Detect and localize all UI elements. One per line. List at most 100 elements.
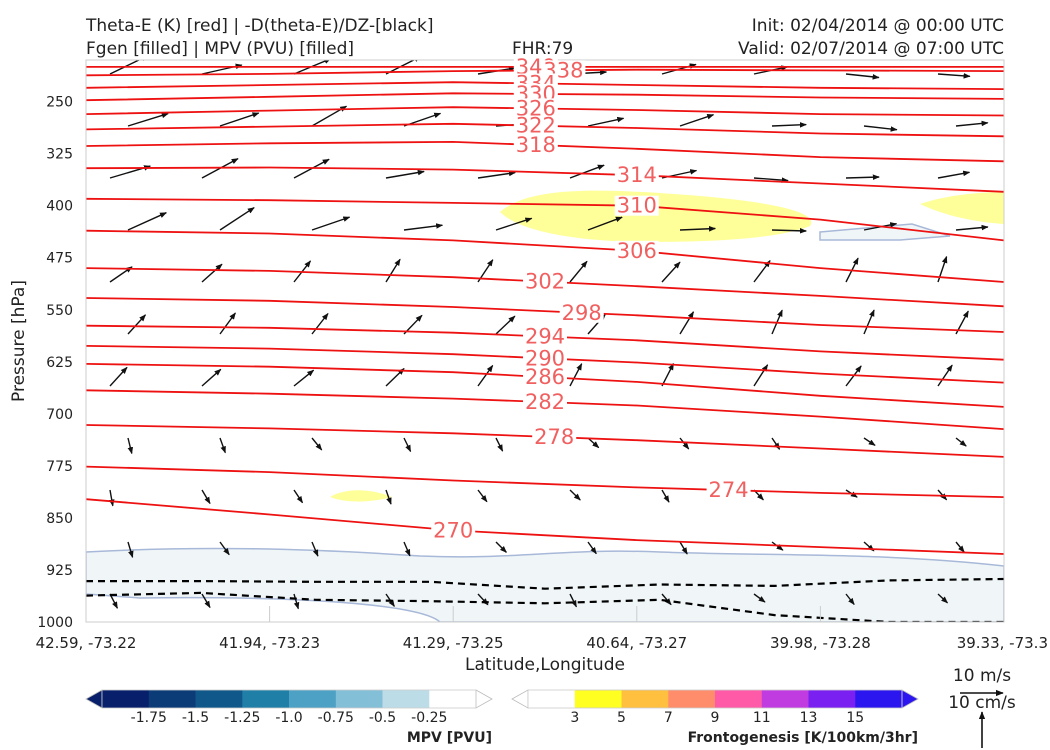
contour-label-background	[532, 427, 577, 448]
wind-vector	[661, 489, 670, 503]
wind-vector	[753, 260, 771, 283]
forecast-hour: FHR:79	[512, 39, 573, 59]
wind-vector	[679, 114, 715, 127]
wind-vector	[587, 116, 625, 127]
wind-vector	[845, 174, 880, 180]
colorbar-swatch	[382, 690, 430, 708]
contour-label: 278	[534, 425, 574, 449]
wind-vector	[219, 207, 255, 231]
wind-vector	[403, 541, 411, 557]
contour-label-background	[431, 520, 476, 541]
wind-vector	[587, 541, 597, 555]
contour-label-background	[614, 240, 659, 261]
wind-vector	[661, 362, 675, 387]
wind-vector	[385, 60, 422, 75]
y-tick-label: 850	[46, 511, 73, 527]
contour-label-background	[513, 115, 558, 136]
wind-vector	[771, 228, 807, 234]
wind-vector	[127, 112, 169, 127]
contour-label-background	[513, 98, 558, 119]
wind-vector	[385, 169, 425, 179]
colorbar-swatch	[855, 690, 903, 708]
wind-vector	[293, 489, 304, 504]
contour-label-background	[559, 302, 604, 323]
colorbar-tick-label: -1.5	[182, 710, 209, 726]
colorbar-tick-label: -1.0	[275, 710, 302, 726]
wind-vector	[311, 216, 351, 231]
wind-vector	[753, 593, 766, 603]
x-tick-label: 42.59, -73.22	[36, 634, 137, 652]
wind-vector	[219, 541, 230, 556]
contour-label-background	[614, 165, 659, 186]
fgen-region-main	[500, 190, 812, 242]
wind-vector	[127, 437, 134, 455]
y-axis-label: Pressure [hPa]	[9, 280, 29, 402]
colorbar-tick-label: 7	[664, 710, 673, 726]
d-theta-e-dz-line	[86, 591, 1004, 622]
wind-vector	[495, 541, 507, 553]
wind-vector	[845, 593, 855, 606]
wind-vector	[219, 112, 260, 127]
fgen-shading-layer	[330, 190, 1004, 502]
colorbar-swatch	[621, 690, 669, 708]
wind-vector	[477, 489, 488, 503]
colorbar-swatch	[148, 690, 197, 708]
contour-label-background	[513, 135, 558, 155]
fgen-colorbar-label: Frontogenesis [K/100km/3hr]	[688, 730, 918, 746]
contour-label-background	[523, 392, 567, 413]
wind-vector	[201, 593, 211, 609]
contour-label: 282	[525, 390, 565, 414]
wind-vector	[863, 125, 898, 132]
colorbar-tick-label: -1.25	[224, 710, 260, 726]
valid-time: Valid: 02/07/2014 @ 07:00 UTC	[738, 39, 1004, 59]
title-line-2: Fgen [filled] | MPV (PVU) [filled]	[86, 39, 354, 59]
contour-label: 294	[525, 325, 565, 349]
contour-label-background	[523, 348, 567, 369]
contour-label-background	[523, 271, 567, 292]
wind-vector	[201, 489, 211, 505]
x-tick-label: 40.64, -73.27	[586, 634, 687, 652]
wind-vector	[477, 364, 494, 387]
wind-vector	[201, 368, 222, 387]
theta-e-contour	[86, 465, 1004, 498]
colorbar-swatch	[668, 690, 716, 708]
colorbar-tick-label: 13	[800, 710, 818, 726]
colorbar-swatch	[102, 690, 150, 708]
wind-vector-layer	[108, 60, 989, 610]
colorbar-swatch	[528, 690, 576, 708]
theta-e-contour-labels: 3493383343303263223183143103063022982942…	[431, 55, 751, 542]
y-tick-label: 775	[46, 459, 73, 475]
colorbar-frame	[527, 689, 903, 709]
wind-vector	[219, 437, 226, 454]
wind-vector	[109, 60, 149, 75]
contour-label: 318	[516, 133, 556, 157]
wind-vector	[587, 437, 600, 449]
wind-vector	[955, 120, 989, 127]
y-tick-label: 475	[46, 251, 73, 267]
colorbar-tick-label: 5	[617, 710, 626, 726]
fgen-region-small	[330, 490, 392, 502]
colorbar-tick-label: 3	[570, 710, 579, 726]
wind-vector	[569, 489, 581, 501]
contour-label: 310	[617, 194, 657, 218]
wind-reference-horizontal-label: 10 m/s	[953, 666, 1011, 686]
contour-label: 322	[516, 114, 556, 138]
y-tick-label: 550	[46, 303, 73, 319]
wind-vector	[109, 366, 128, 387]
contour-label: 270	[433, 518, 473, 542]
contour-label-background	[614, 195, 659, 216]
d-theta-e-dz-layer	[86, 577, 1004, 622]
wind-vector	[845, 73, 880, 80]
wind-vector	[127, 314, 147, 335]
colorbar-swatch	[335, 690, 384, 708]
mpv-colorbar-label: MPV [PVU]	[407, 730, 492, 746]
wind-vector	[753, 177, 789, 183]
wind-vector	[201, 263, 223, 283]
contour-label-background	[706, 480, 751, 501]
wind-vector	[311, 541, 319, 557]
colorbar-swatch	[574, 690, 623, 708]
wind-vector	[477, 170, 516, 179]
wind-vector	[863, 437, 876, 446]
x-tick-label: 41.94, -73.23	[219, 634, 320, 652]
